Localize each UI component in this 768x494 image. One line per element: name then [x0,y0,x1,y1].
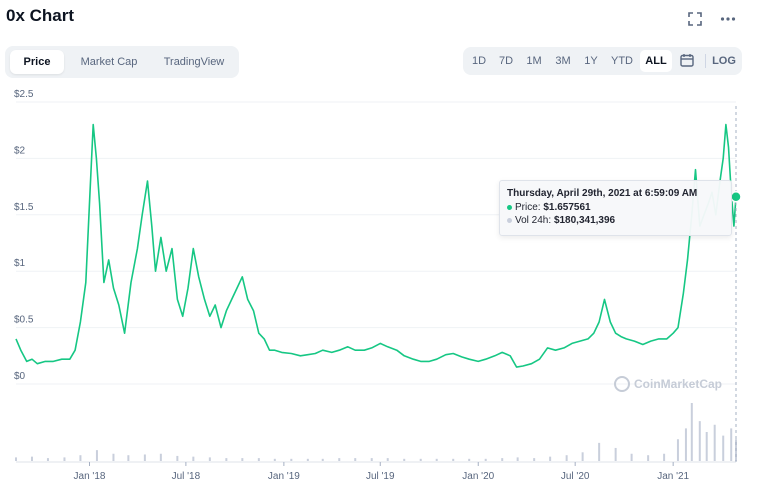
range-3m[interactable]: 3M [555,55,571,67]
y-tick-label: $2 [14,145,26,156]
x-tick-label: Jan '20 [462,471,494,482]
y-tick-label: $1 [14,258,26,269]
volume-bar [321,458,324,461]
volume-bar [533,458,536,461]
volume-bar [30,456,33,461]
volume-bar [690,403,693,461]
tab-market-cap[interactable]: Market Cap [80,56,138,68]
volume-bar [676,439,679,461]
range-ytd[interactable]: YTD [611,55,633,67]
hover-point [730,191,742,203]
volume-bar [698,421,701,461]
volume-bar [241,458,244,461]
volume-bar [630,453,633,461]
volume-bar [647,455,650,461]
volume-bar [663,453,666,461]
x-tick-label: Jul '19 [366,471,395,482]
x-tick-label: Jul '20 [561,471,590,482]
volume-bar [273,458,276,461]
volume-bar [435,458,438,461]
volume-bar [684,428,687,461]
more-icon[interactable] [720,12,736,31]
volume-bar [386,458,389,461]
range-selector: 1D 7D 1M 3M 1Y YTD ALL LOG [463,47,742,75]
volume-bar [257,458,260,461]
volume-bar [419,458,422,461]
volume-bar [95,450,98,461]
volume-bar [127,455,130,461]
watermark-text: CoinMarketCap [634,377,723,391]
chart-title: 0x Chart [6,6,75,25]
x-tick-label: Jan '18 [74,471,106,482]
volume-bar [354,458,357,461]
volume-bar [722,435,725,461]
watermark-logo [614,376,630,392]
tooltip-vol-value: $180,341,396 [553,215,616,226]
tab-price[interactable]: Price [10,50,64,74]
volume-bar [338,458,341,461]
volume-bar [403,458,406,461]
volume-bar [614,447,617,461]
tooltip-price-label: Price: [515,202,541,213]
expand-icon[interactable] [688,12,702,31]
range-1y[interactable]: 1Y [584,55,598,67]
tooltip-vol-row: Vol 24h: $180,341,396 [507,215,615,226]
x-tick-label: Jul '18 [172,471,201,482]
volume-bar [143,454,146,461]
volume-bar [225,458,228,461]
range-all[interactable]: ALL [640,50,672,72]
y-tick-label: $1.5 [14,202,34,213]
volume-bar [159,453,162,461]
volume-bar [15,457,17,461]
range-1m[interactable]: 1M [526,55,542,67]
price-tooltip: Thursday, April 29th, 2021 at 6:59:09 AM… [499,180,732,236]
volume-bar [468,458,471,461]
volume-bar [565,455,568,461]
volume-bar [306,458,309,461]
volume-bar [484,458,487,461]
calendar-icon[interactable] [680,53,696,69]
divider [705,54,706,68]
range-1d[interactable]: 1D [471,55,487,67]
tab-tradingview[interactable]: TradingView [163,56,225,68]
volume-bar [452,458,455,461]
volume-bar [290,458,293,461]
volume-bar [192,456,195,461]
volume-bar [598,442,601,461]
y-tick-label: $0 [14,371,26,382]
volume-bar [501,458,504,461]
volume-bar [370,458,373,461]
volume-bar [79,455,82,461]
tooltip-title: Thursday, April 29th, 2021 at 6:59:09 AM [507,188,698,199]
volume-bar [730,428,733,461]
range-7d[interactable]: 7D [498,55,514,67]
volume-bar [208,457,211,461]
view-tabs: Price Market Cap TradingView [5,46,239,78]
volume-bar [516,457,519,461]
volume-bar [549,456,552,461]
volume-bar [713,424,716,461]
volume-bar [63,457,66,461]
log-toggle[interactable]: LOG [712,55,736,67]
price-line [15,123,737,368]
y-tick-label: $2.5 [14,89,34,100]
volume-bar [581,452,584,461]
volume-bar [46,458,49,461]
tooltip-price-row: Price: $1.657561 [507,202,591,213]
volume-bar [176,455,179,461]
y-tick-label: $0.5 [14,315,34,326]
volume-bar [112,453,115,461]
volume-bar [705,432,708,461]
x-tick-label: Jan '19 [268,471,300,482]
tooltip-vol-label: Vol 24h: [515,215,552,226]
x-tick-label: Jan '21 [657,471,689,482]
tooltip-price-value: $1.657561 [543,202,591,213]
